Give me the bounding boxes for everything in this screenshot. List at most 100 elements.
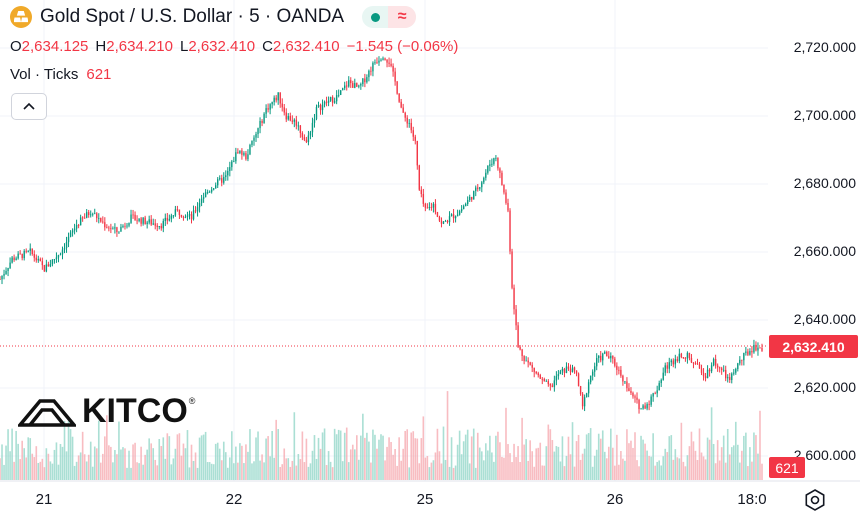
- candle-body: [668, 362, 670, 369]
- candle-body: [497, 157, 499, 169]
- candle-body: [751, 351, 753, 353]
- candle-body: [573, 367, 576, 371]
- volume-legend[interactable]: Vol · Ticks 621: [10, 66, 111, 83]
- candle-body: [731, 373, 733, 381]
- volume-bar: [396, 465, 398, 480]
- candle-body: [285, 112, 287, 120]
- volume-bar: [198, 437, 201, 480]
- candle-body: [475, 187, 477, 192]
- volume-bar: [468, 463, 471, 480]
- candle-body: [83, 217, 86, 219]
- candle-body: [708, 369, 711, 372]
- volume-bar: [509, 453, 511, 480]
- volume-bar: [293, 412, 296, 480]
- volume-bar: [511, 462, 513, 480]
- symbol-title[interactable]: Gold Spot / U.S. Dollar · 5 · OANDA: [40, 6, 345, 27]
- volume-bar: [212, 464, 215, 480]
- volume-bar: [662, 456, 665, 480]
- volume-bar: [289, 466, 292, 480]
- market-status-pill[interactable]: ≈: [362, 6, 417, 28]
- candle-body: [23, 250, 25, 259]
- volume-bar: [210, 463, 213, 480]
- candle-body: [227, 170, 229, 176]
- volume-bar: [589, 428, 592, 480]
- volume-bar: [539, 442, 542, 480]
- volume-bar: [120, 449, 122, 480]
- candle-body: [757, 347, 759, 351]
- volume-bar: [489, 435, 491, 480]
- candle-body: [527, 360, 529, 363]
- candle-body: [293, 119, 296, 122]
- candle-body: [491, 163, 493, 165]
- candle-body: [303, 137, 306, 140]
- volume-bar: [245, 444, 247, 480]
- candle-body: [180, 214, 183, 217]
- collapse-legend-button[interactable]: [11, 93, 47, 120]
- volume-bar: [398, 437, 400, 480]
- volume-bar: [593, 455, 596, 480]
- volume-bar: [59, 443, 62, 480]
- market-open-dot-icon: [362, 6, 388, 28]
- candle-body: [593, 366, 596, 372]
- volume-bar: [549, 429, 552, 480]
- candle-body: [390, 63, 392, 66]
- candle-body: [684, 358, 687, 360]
- candle-body: [561, 368, 564, 372]
- volume-bar: [174, 448, 177, 480]
- volume-bar: [309, 463, 312, 480]
- candle-body: [612, 355, 614, 359]
- volume-bar: [595, 449, 598, 480]
- volume-bar: [353, 449, 356, 480]
- price-tick: 2,640.000: [793, 311, 856, 327]
- volume-bar: [472, 428, 475, 480]
- volume-bar: [255, 437, 257, 480]
- volume-bar: [150, 443, 152, 480]
- volume-bar: [172, 458, 175, 480]
- volume-bar: [180, 455, 183, 480]
- volume-bar: [285, 458, 288, 480]
- candle-body: [214, 185, 217, 189]
- candle-body: [337, 94, 340, 96]
- candle-body: [529, 362, 531, 365]
- volume-bar: [493, 461, 495, 480]
- volume-bar: [222, 441, 225, 480]
- volume-bar: [452, 467, 455, 480]
- candle-body: [190, 214, 193, 220]
- volume-bar: [331, 467, 334, 480]
- candle-body: [722, 369, 725, 371]
- volume-bar: [83, 454, 86, 480]
- candle-body: [0, 279, 1, 280]
- candle-body: [126, 225, 128, 227]
- candle-body: [279, 92, 281, 104]
- candle-body: [414, 136, 416, 141]
- volume-bar: [755, 435, 757, 480]
- candle-body: [158, 225, 160, 227]
- volume-bar: [31, 453, 34, 480]
- candle-body: [374, 62, 376, 64]
- candle-body: [420, 189, 423, 194]
- candle-body: [140, 218, 142, 224]
- candle-body: [595, 358, 598, 367]
- volume-bar: [501, 456, 503, 480]
- candle-body: [317, 104, 320, 108]
- volume-bar: [521, 417, 523, 480]
- volume-bar: [583, 448, 586, 480]
- volume-bar: [33, 457, 36, 480]
- volume-bar: [745, 432, 747, 480]
- settings-gear-icon[interactable]: [803, 488, 827, 512]
- volume-bar: [551, 440, 554, 480]
- volume-bar: [684, 466, 687, 480]
- volume-bar: [724, 462, 727, 480]
- candle-body: [277, 92, 279, 101]
- volume-bar: [652, 433, 654, 480]
- candle-body: [678, 353, 681, 362]
- gold-symbol-icon[interactable]: [10, 6, 32, 28]
- candle-body: [535, 371, 537, 374]
- volume-bar: [241, 445, 243, 480]
- volume-bar: [343, 432, 346, 480]
- candle-body: [225, 175, 227, 177]
- candle-body: [602, 353, 604, 361]
- volume-bar: [134, 442, 136, 480]
- volume-bar: [450, 437, 453, 480]
